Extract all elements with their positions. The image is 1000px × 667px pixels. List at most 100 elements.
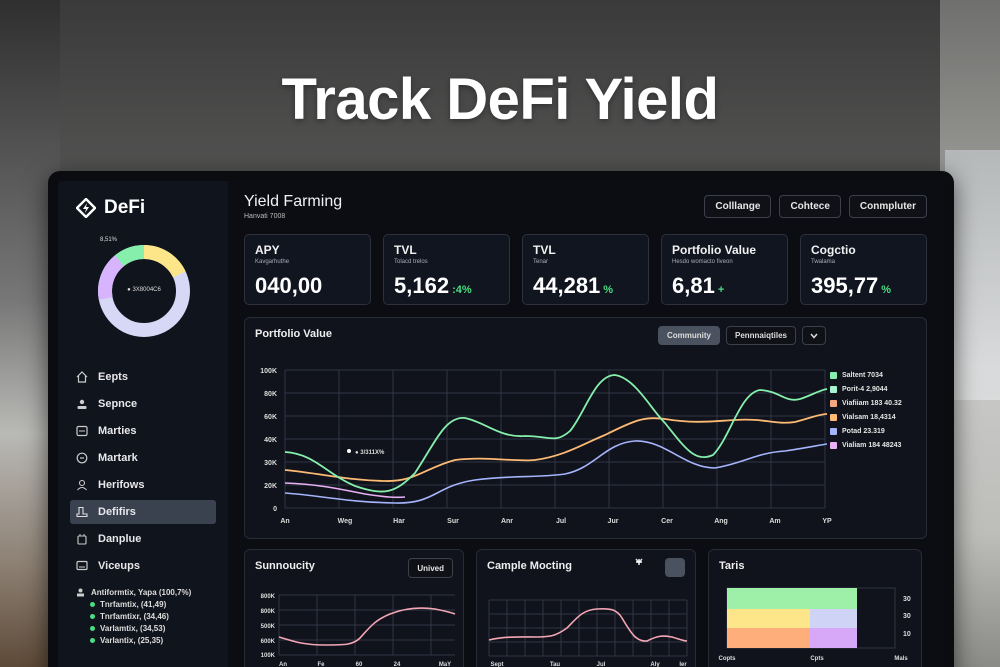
svg-text:Cer: Cer bbox=[661, 518, 673, 525]
svg-text:Sur: Sur bbox=[447, 518, 459, 525]
kpi-card-tvl-2[interactable]: TVL Tenar 44,281% bbox=[522, 234, 649, 305]
logo-icon bbox=[76, 198, 96, 218]
legend-swatch-icon bbox=[830, 413, 837, 421]
kpi-card-tvl[interactable]: TVL Tolacd trelos 5,162:4% bbox=[383, 234, 510, 305]
legend-swatch-icon bbox=[830, 399, 837, 407]
line-chart: 100K 80K 60K 40K 30K 20K 0 An Weg Har Su… bbox=[260, 368, 832, 525]
boot-icon bbox=[76, 506, 88, 518]
svg-text:Ang: Ang bbox=[714, 518, 728, 525]
svg-text:500K: 500K bbox=[261, 624, 276, 630]
sidebar-legend-row: Tnrfamtixr, (34,46) bbox=[90, 612, 214, 621]
svg-text:24: 24 bbox=[394, 662, 401, 667]
chart-options-dropdown[interactable] bbox=[802, 326, 826, 345]
sidebar-item-eepts[interactable]: Eepts bbox=[70, 365, 216, 389]
svg-text:30K: 30K bbox=[264, 460, 277, 467]
svg-text:Jur: Jur bbox=[608, 518, 619, 525]
sidebar-legend: Antiformtix, Yapa (100,7%) Tnrfamtix, (4… bbox=[74, 588, 214, 645]
brand[interactable]: DeFi bbox=[76, 197, 214, 219]
community-toggle[interactable]: Community bbox=[657, 326, 720, 345]
donut-center-label: ● 3X8004C6 bbox=[127, 287, 161, 293]
sidebar: DeFi 8,51% ● 3X8004C6 Eepts bbox=[58, 181, 228, 667]
chart-legend: Saltent 7034 Porit-4 2,9044 Viafiiam 183… bbox=[830, 368, 902, 452]
add-button[interactable] bbox=[636, 558, 685, 577]
kpi-card-cogctio[interactable]: Cogctio Twalama 395,77% bbox=[800, 234, 927, 305]
svg-text:800K: 800K bbox=[261, 594, 276, 600]
sunnoucity-title: Sunnoucity bbox=[255, 560, 315, 572]
svg-text:An: An bbox=[279, 662, 287, 667]
chart-controls: Community Pennnaiqtiles bbox=[657, 326, 826, 345]
computer-button[interactable]: Conmpluter bbox=[848, 195, 927, 218]
tree-icon bbox=[77, 588, 84, 597]
sidebar-item-defifirs[interactable]: Defifirs bbox=[70, 500, 216, 524]
legend-item[interactable]: Vialiam 184 48243 bbox=[830, 438, 902, 452]
svg-text:30: 30 bbox=[903, 596, 911, 603]
donut-top-label: 8,51% bbox=[100, 237, 118, 243]
kpi-row: APY Kavgarhuthe 040,00 TVL Tolacd trelos… bbox=[244, 234, 927, 305]
svg-text:Fe: Fe bbox=[317, 662, 325, 667]
sidebar-legend-head: Antiformtix, Yapa (100,7%) bbox=[76, 588, 214, 597]
mini-line-chart: Sept Tau Jul Aly Ier bbox=[488, 599, 688, 667]
svg-text:60K: 60K bbox=[264, 414, 277, 421]
chevron-down-icon bbox=[810, 333, 818, 339]
kpi-card-apy[interactable]: APY Kavgarhuthe 040,00 bbox=[244, 234, 371, 305]
legend-swatch-icon bbox=[830, 385, 837, 393]
bottom-panels: 800K 800K 500K 600K 100K An Fe 60 24 MaY Sunnouc… bbox=[244, 549, 927, 667]
portfolio-value-chart: 100K 80K 60K 40K 30K 20K 0 An Weg Har Su… bbox=[244, 317, 927, 539]
unived-button[interactable]: Unived bbox=[408, 558, 453, 578]
green-dot-icon bbox=[90, 602, 95, 607]
page-subtitle: Hanvati 7008 bbox=[244, 213, 286, 220]
svg-text:Har: Har bbox=[393, 518, 405, 525]
user-icon bbox=[77, 399, 87, 409]
page-title: Yield Farming bbox=[244, 193, 343, 210]
legend-item[interactable]: Viafiiam 183 40.32 bbox=[830, 396, 902, 410]
svg-text:Anr: Anr bbox=[501, 518, 513, 525]
permutables-toggle[interactable]: Pennnaiqtiles bbox=[725, 326, 796, 345]
sidebar-item-marties[interactable]: Marties bbox=[70, 419, 216, 443]
sidebar-item-viceups[interactable]: Viceups bbox=[70, 554, 216, 578]
taris-panel: 30 30 10 Copts Cpts Mals Taris bbox=[708, 549, 922, 667]
svg-text:800K: 800K bbox=[261, 609, 276, 615]
brand-name: DeFi bbox=[104, 197, 146, 218]
allocation-donut: 8,51% ● 3X8004C6 bbox=[96, 237, 192, 339]
monitor: DeFi 8,51% ● 3X8004C6 Eepts bbox=[48, 171, 954, 667]
legend-item[interactable]: Saltent 7034 bbox=[830, 368, 902, 382]
background-window bbox=[945, 150, 1000, 400]
stacked-bar-chart: 30 30 10 Copts Cpts Mals bbox=[719, 587, 911, 662]
svg-text:Copts: Copts bbox=[719, 656, 737, 662]
sidebar-legend-row: Tnrfamtix, (41,49) bbox=[90, 600, 214, 609]
plus-icon bbox=[636, 559, 642, 565]
card-icon bbox=[76, 425, 88, 437]
sidebar-item-herifows[interactable]: Herifows bbox=[70, 473, 216, 497]
green-dot-icon bbox=[90, 626, 95, 631]
sidebar-item-martark[interactable]: Martark bbox=[70, 446, 216, 470]
svg-text:An: An bbox=[280, 518, 289, 525]
svg-text:60: 60 bbox=[356, 662, 363, 667]
legend-item[interactable]: Vialsam 18,4314 bbox=[830, 410, 902, 424]
svg-text:0: 0 bbox=[273, 506, 277, 513]
legend-item[interactable]: Porit-4 2,9044 bbox=[830, 382, 902, 396]
svg-text:100K: 100K bbox=[260, 368, 277, 375]
svg-text:40K: 40K bbox=[264, 437, 277, 444]
svg-text:● 3/311X%: ● 3/311X% bbox=[355, 450, 385, 456]
contacts-button[interactable]: Cohtece bbox=[779, 195, 841, 218]
people-icon bbox=[77, 479, 87, 491]
kpi-card-portfolio-value[interactable]: Portfolio Value Hesdo womacto fiveon 6,8… bbox=[661, 234, 788, 305]
home-icon bbox=[76, 371, 88, 383]
svg-text:10: 10 bbox=[903, 631, 911, 638]
svg-text:600K: 600K bbox=[261, 639, 276, 645]
green-dot-icon bbox=[90, 638, 95, 643]
legend-swatch-icon bbox=[830, 371, 837, 379]
sidebar-legend-row: Varlantix, (25,35) bbox=[90, 636, 214, 645]
challenge-button[interactable]: Colllange bbox=[704, 195, 772, 218]
svg-text:Cpts: Cpts bbox=[810, 656, 824, 662]
legend-item[interactable]: Potad 23.319 bbox=[830, 424, 902, 438]
svg-text:Am: Am bbox=[769, 518, 780, 525]
clipboard-icon bbox=[77, 534, 87, 545]
circle-icon bbox=[76, 452, 88, 464]
headline: Track DeFi Yield bbox=[281, 67, 719, 132]
sidebar-item-danplue[interactable]: Danplue bbox=[70, 527, 216, 551]
svg-text:30: 30 bbox=[903, 613, 911, 620]
monitor-icon bbox=[76, 560, 88, 571]
sidebar-item-sepnce[interactable]: Sepnce bbox=[70, 392, 216, 416]
svg-text:Tau: Tau bbox=[550, 662, 561, 667]
